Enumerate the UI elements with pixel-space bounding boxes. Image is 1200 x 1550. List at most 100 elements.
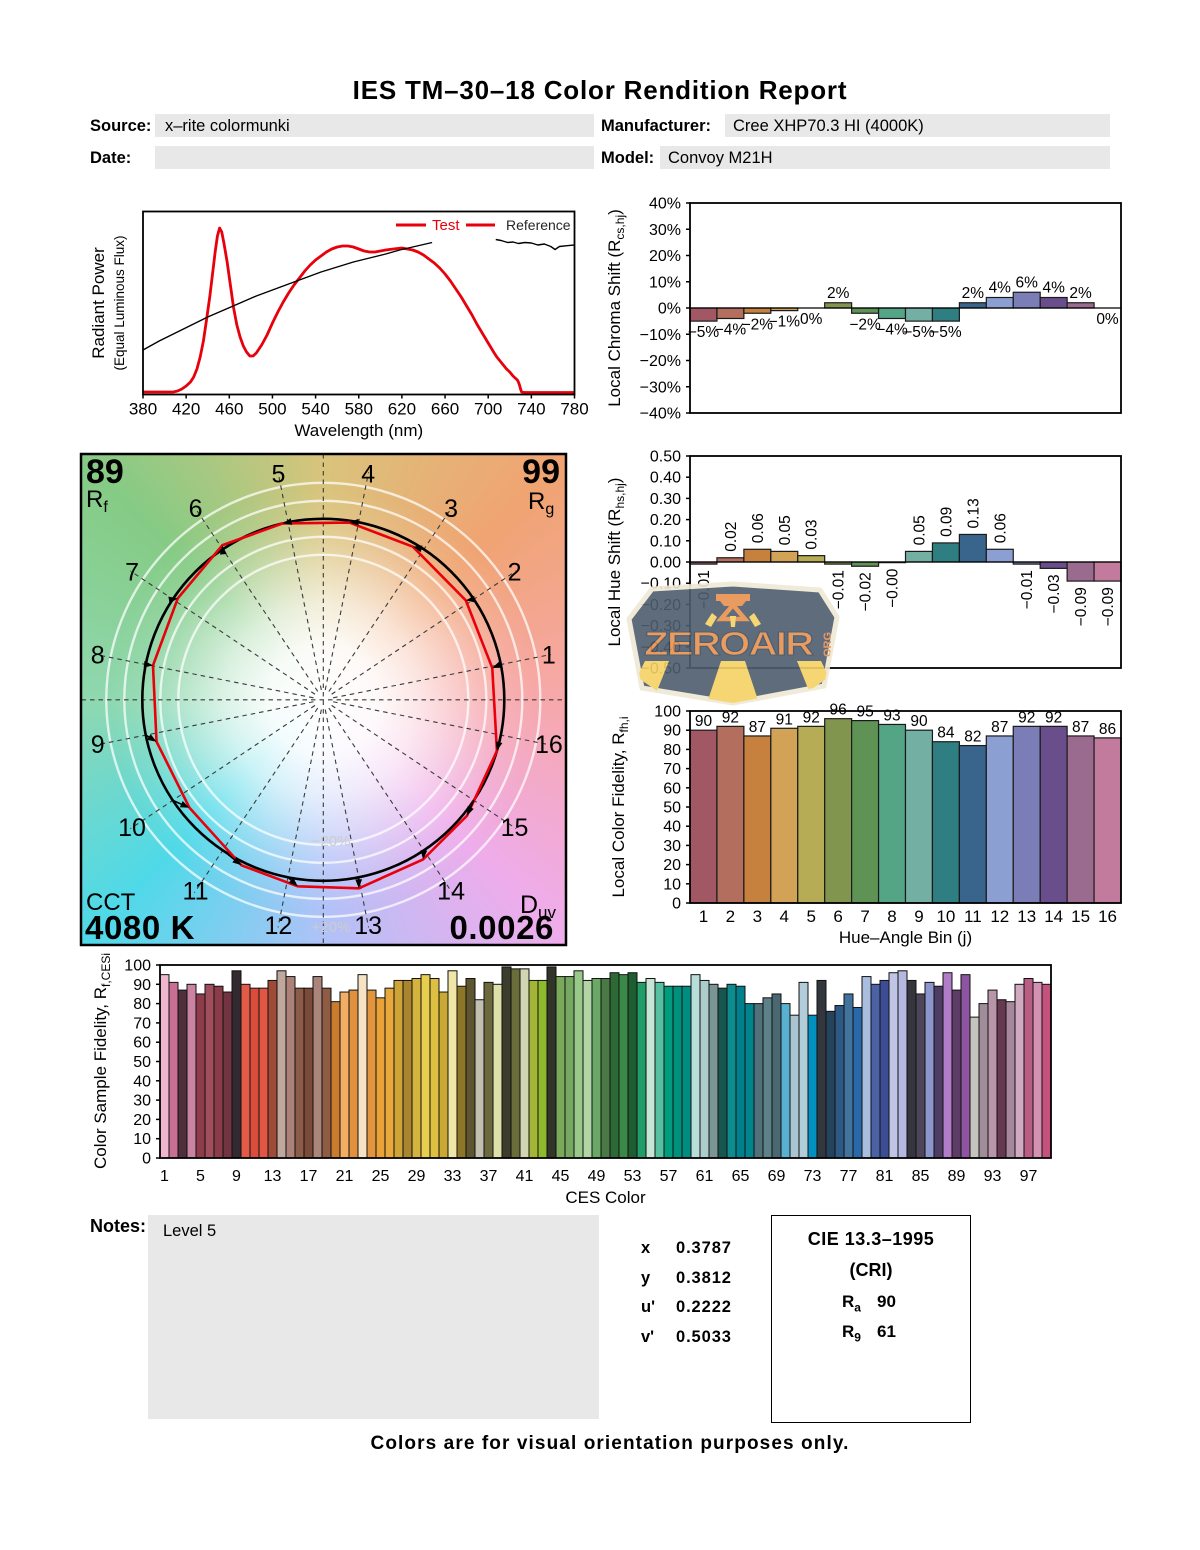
svg-text:87: 87 [749, 719, 766, 736]
svg-text:10%: 10% [649, 274, 681, 291]
svg-text:40: 40 [663, 819, 681, 836]
svg-text:Test: Test [432, 217, 460, 234]
svg-text:90: 90 [133, 977, 151, 994]
svg-text:84: 84 [937, 725, 955, 742]
svg-text:30: 30 [663, 838, 681, 855]
svg-text:12: 12 [990, 907, 1009, 926]
svg-text:8: 8 [887, 907, 896, 926]
svg-text:20%: 20% [649, 248, 681, 265]
svg-text:33: 33 [444, 1168, 462, 1185]
svg-text:97: 97 [1020, 1168, 1038, 1185]
svg-text:10: 10 [936, 907, 955, 926]
svg-text:89: 89 [948, 1168, 966, 1185]
svg-text:90: 90 [663, 723, 681, 740]
svg-text:780: 780 [560, 400, 588, 419]
svg-text:10: 10 [663, 876, 681, 893]
svg-text:9: 9 [232, 1168, 241, 1185]
svg-text:17: 17 [300, 1168, 318, 1185]
svg-text:0.05: 0.05 [777, 515, 794, 545]
svg-text:660: 660 [431, 400, 459, 419]
svg-text:Local Chroma Shift (Rcs,hj): Local Chroma Shift (Rcs,hj) [605, 209, 627, 407]
svg-text:50: 50 [133, 1054, 151, 1071]
svg-text:−10%: −10% [640, 327, 681, 344]
svg-text:7: 7 [860, 907, 869, 926]
svg-text:4%: 4% [1042, 280, 1065, 297]
svg-text:Color Sample Fidelity, Rf,CESi: Color Sample Fidelity, Rf,CESi [91, 953, 113, 1169]
svg-text:−4%: −4% [715, 322, 747, 339]
svg-text:85: 85 [912, 1168, 930, 1185]
svg-text:−40%: −40% [640, 406, 681, 423]
svg-text:−0.01: −0.01 [1019, 570, 1036, 609]
svg-text:50: 50 [663, 800, 681, 817]
svg-text:5: 5 [806, 907, 815, 926]
svg-text:90: 90 [910, 713, 928, 730]
svg-text:30%: 30% [649, 222, 681, 239]
svg-text:0.50: 0.50 [650, 449, 681, 466]
svg-text:Rg: Rg [528, 488, 554, 518]
svg-text:500: 500 [258, 400, 286, 419]
svg-text:100: 100 [124, 958, 151, 975]
svg-text:0.02: 0.02 [723, 522, 740, 552]
svg-text:60: 60 [133, 1035, 151, 1052]
svg-text:380: 380 [129, 400, 157, 419]
svg-text:2: 2 [726, 907, 735, 926]
svg-text:ZEROAIR: ZEROAIR [644, 625, 814, 662]
svg-text:580: 580 [345, 400, 373, 419]
svg-text:14: 14 [1044, 907, 1063, 926]
svg-text:92: 92 [803, 709, 820, 726]
svg-text:70: 70 [663, 761, 681, 778]
svg-text:3: 3 [444, 495, 458, 523]
svg-text:Reference: Reference [506, 217, 571, 233]
svg-text:0.06: 0.06 [992, 513, 1009, 543]
svg-text:87: 87 [1072, 719, 1089, 736]
svg-text:7: 7 [125, 559, 139, 587]
svg-text:89: 89 [86, 453, 124, 491]
svg-text:0.10: 0.10 [650, 533, 681, 550]
svg-text:10: 10 [118, 814, 146, 842]
svg-text:0.06: 0.06 [750, 513, 767, 543]
svg-text:−20%: −20% [312, 833, 351, 850]
svg-text:4%: 4% [989, 280, 1012, 297]
svg-text:70: 70 [133, 1015, 151, 1032]
svg-text:77: 77 [840, 1168, 858, 1185]
svg-text:(Equal Luminous Flux): (Equal Luminous Flux) [112, 235, 127, 370]
svg-text:15: 15 [1071, 907, 1090, 926]
svg-text:81: 81 [876, 1168, 894, 1185]
svg-text:460: 460 [215, 400, 243, 419]
svg-text:−20%: −20% [640, 353, 681, 370]
svg-text:0.05: 0.05 [911, 515, 928, 545]
svg-text:540: 540 [301, 400, 329, 419]
svg-text:11: 11 [964, 907, 982, 926]
svg-text:700: 700 [474, 400, 502, 419]
svg-text:−2%: −2% [849, 316, 881, 333]
svg-text:−4%: −4% [876, 322, 908, 339]
svg-text:30: 30 [133, 1093, 151, 1110]
svg-text:96: 96 [830, 702, 847, 719]
svg-text:620: 620 [388, 400, 416, 419]
svg-text:15: 15 [501, 814, 529, 842]
svg-text:57: 57 [660, 1168, 678, 1185]
svg-text:10: 10 [133, 1131, 151, 1148]
svg-text:740: 740 [517, 400, 545, 419]
svg-text:Local Hue Shift (Rhs,hj): Local Hue Shift (Rhs,hj) [605, 478, 627, 647]
svg-text:13: 13 [354, 912, 382, 940]
svg-text:9: 9 [914, 907, 923, 926]
svg-text:0.09: 0.09 [938, 507, 955, 537]
svg-text:90: 90 [695, 713, 713, 730]
svg-text:2%: 2% [827, 285, 850, 302]
svg-text:Radiant Power: Radiant Power [89, 247, 108, 359]
svg-text:92: 92 [1018, 709, 1035, 726]
svg-text:−2%: −2% [742, 316, 774, 333]
svg-text:2%: 2% [962, 285, 985, 302]
svg-text:Hue–Angle Bin (j): Hue–Angle Bin (j) [839, 928, 972, 947]
svg-text:6: 6 [833, 907, 842, 926]
svg-text:−5%: −5% [903, 324, 935, 341]
svg-text:69: 69 [768, 1168, 786, 1185]
svg-text:CCT: CCT [86, 889, 136, 916]
svg-text:1: 1 [699, 907, 708, 926]
svg-text:−0.03: −0.03 [1046, 574, 1063, 613]
svg-text:20: 20 [663, 857, 681, 874]
svg-text:6: 6 [189, 495, 203, 523]
svg-text:−5%: −5% [930, 324, 962, 341]
svg-text:5: 5 [196, 1168, 205, 1185]
